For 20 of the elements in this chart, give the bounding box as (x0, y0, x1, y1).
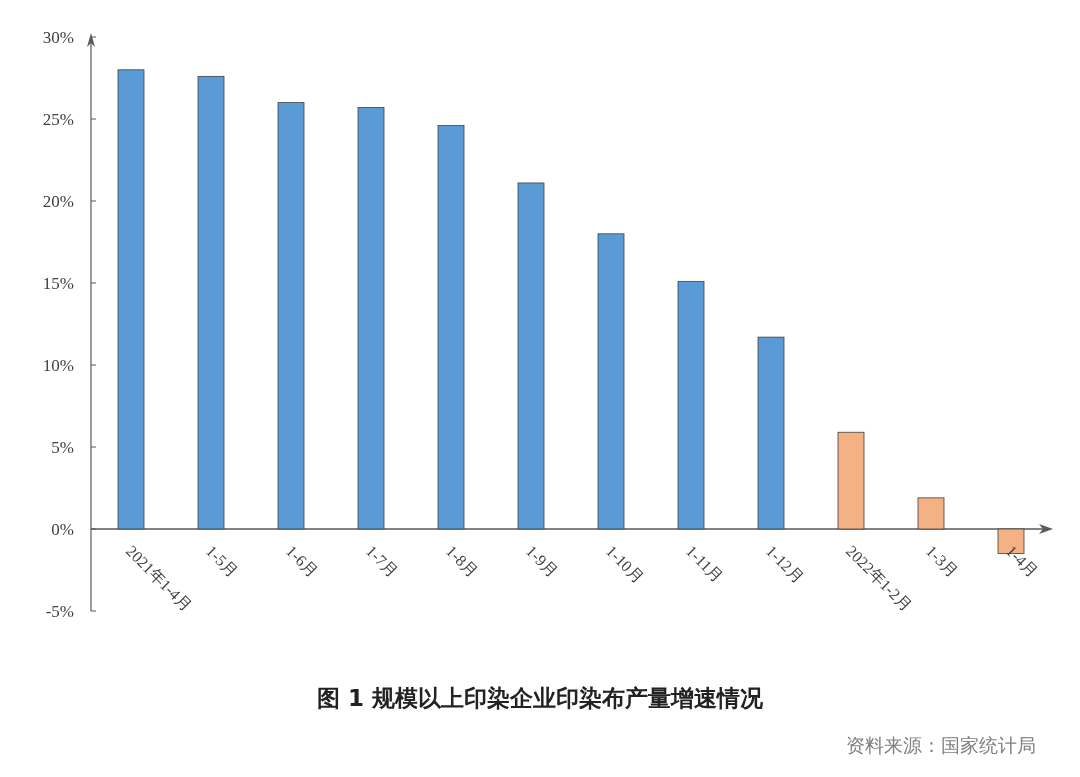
y-tick-label: -5% (45, 602, 74, 621)
text: 资料来源：国家统计局 (846, 734, 1036, 756)
y-tick-label: 0% (51, 520, 74, 539)
x-tick-label: 1-4月 (1002, 542, 1042, 581)
y-tick-label: 25% (42, 110, 74, 129)
y-tick-label: 30% (42, 28, 74, 47)
x-tick-label: 1-10月 (602, 542, 647, 587)
y-tick-label: 5% (51, 438, 74, 457)
x-tick-label: 1-12月 (762, 542, 807, 587)
x-tick-label: 1-11月 (682, 542, 727, 586)
y-tick-label: 10% (42, 356, 74, 375)
text: 图 1 规模以上印染企业印染布产量增速情况 (316, 685, 764, 711)
x-tick-label: 1-9月 (522, 542, 562, 581)
x-tick-label: 1-3月 (922, 542, 962, 581)
x-tick-label: 1-7月 (362, 542, 402, 581)
y-tick-label: 20% (42, 192, 74, 211)
x-tick-label: 1-5月 (202, 542, 242, 581)
y-tick-label: 15% (42, 274, 74, 293)
x-tick-label: 1-6月 (282, 542, 322, 581)
x-tick-label: 1-8月 (442, 542, 482, 581)
